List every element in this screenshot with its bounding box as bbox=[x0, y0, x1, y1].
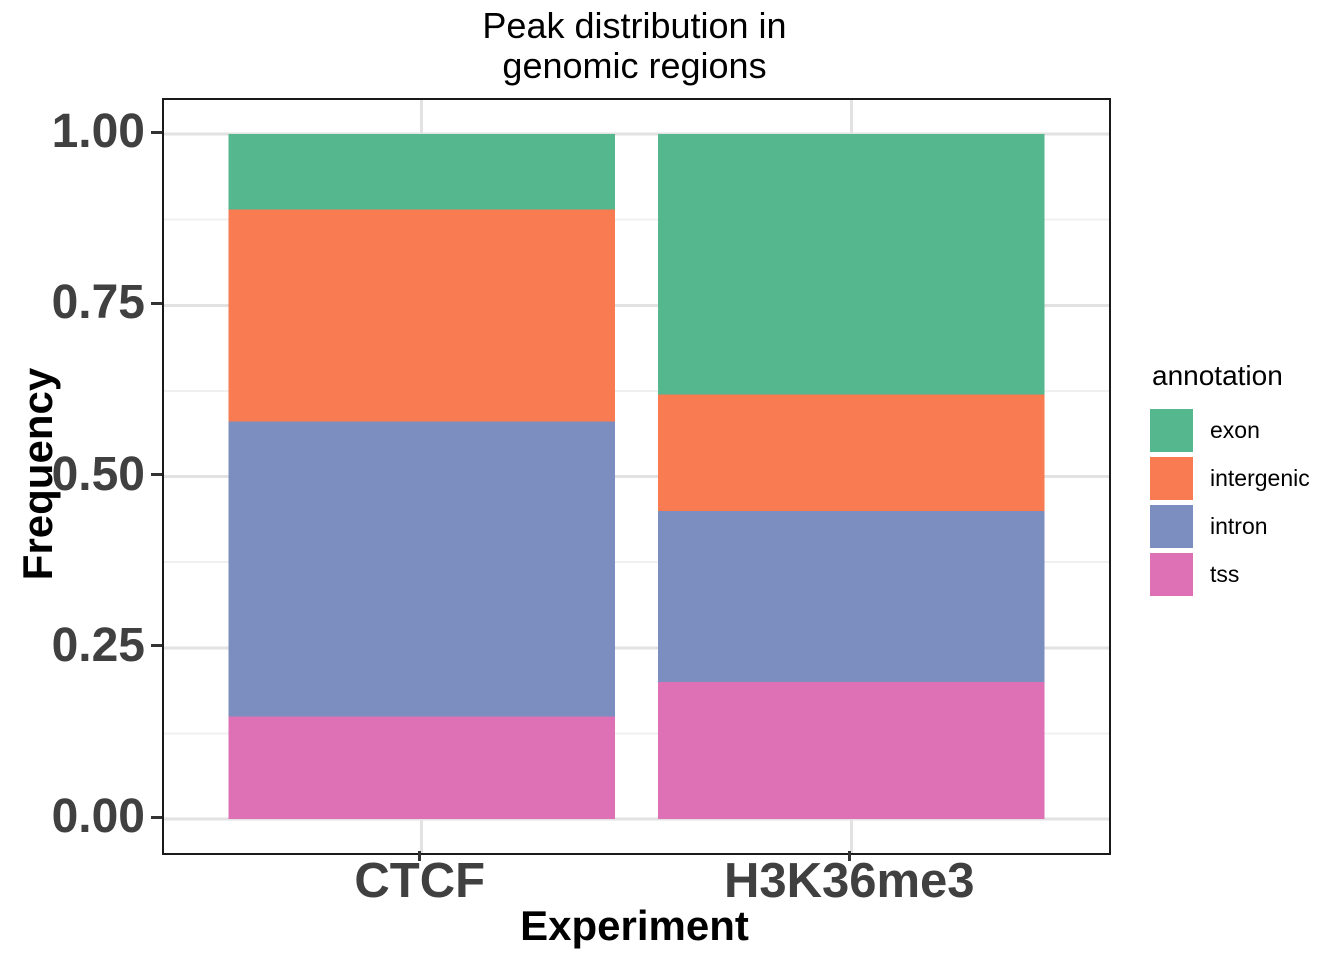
y-tick-label: 0.50 bbox=[51, 447, 145, 501]
legend-items: exon intergenic intron tss bbox=[1150, 409, 1310, 596]
bar-segment-tss-H3K36me3 bbox=[657, 682, 1045, 819]
legend-key-exon bbox=[1150, 409, 1193, 452]
bar-segment-intergenic-CTCF bbox=[228, 209, 616, 422]
legend-key-intron bbox=[1150, 505, 1193, 548]
bar-segment-intron-CTCF bbox=[228, 421, 616, 717]
plot-title: Peak distribution in genomic regions bbox=[162, 6, 1107, 86]
y-tick-label: 0.00 bbox=[51, 790, 145, 843]
bar-segment-exon-H3K36me3 bbox=[657, 134, 1045, 395]
x-tick-mark bbox=[847, 851, 851, 861]
y-tick-label: 0.25 bbox=[51, 618, 145, 672]
y-tick-label: 1.00 bbox=[51, 105, 145, 158]
legend-label-intergenic: intergenic bbox=[1210, 465, 1310, 491]
bar-segment-intron-H3K36me3 bbox=[657, 510, 1045, 682]
plot-title-line1: Peak distribution in bbox=[482, 5, 787, 46]
legend-label-intron: intron bbox=[1210, 513, 1268, 539]
x-axis-title: Experiment bbox=[520, 902, 749, 949]
legend-label-exon: exon bbox=[1210, 417, 1260, 443]
plot-panel bbox=[162, 98, 1111, 855]
y-tick-mark bbox=[151, 644, 162, 648]
legend-title: annotation bbox=[1152, 360, 1283, 391]
x-tick-label: CTCF bbox=[354, 854, 486, 908]
bar-segment-intergenic-H3K36me3 bbox=[657, 394, 1045, 511]
legend-item-intron: intron bbox=[1150, 505, 1310, 548]
y-tick-mark bbox=[151, 815, 162, 819]
legend-item-exon: exon bbox=[1150, 409, 1310, 452]
bar-segment-tss-CTCF bbox=[228, 716, 616, 819]
chart-canvas bbox=[164, 100, 1109, 853]
y-tick-label: 0.75 bbox=[51, 276, 145, 330]
plot-title-line2: genomic regions bbox=[502, 45, 767, 86]
x-tick-label: H3K36me3 bbox=[723, 854, 975, 908]
y-tick-mark bbox=[151, 130, 162, 134]
legend-item-intergenic: intergenic bbox=[1150, 457, 1310, 500]
legend-key-tss bbox=[1150, 553, 1193, 596]
y-tick-mark bbox=[151, 473, 162, 476]
legend-key-intergenic bbox=[1150, 457, 1193, 500]
legend: annotation exon intergenic intron tss bbox=[1150, 360, 1310, 601]
y-tick-mark bbox=[151, 301, 162, 305]
legend-item-tss: tss bbox=[1150, 553, 1310, 596]
y-axis-title: Frequency bbox=[14, 367, 61, 581]
x-tick-mark bbox=[418, 851, 422, 861]
bar-segment-exon-CTCF bbox=[228, 134, 616, 210]
legend-label-tss: tss bbox=[1210, 561, 1240, 587]
